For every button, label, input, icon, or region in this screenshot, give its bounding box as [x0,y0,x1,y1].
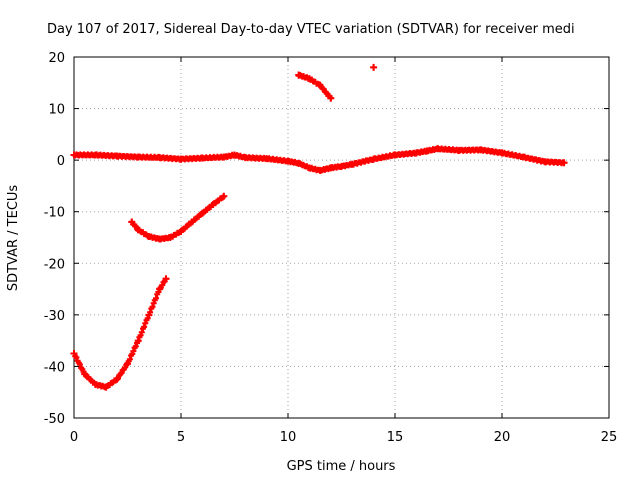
x-axis-label: GPS time / hours [287,459,396,474]
data-point [145,311,153,319]
data-point [305,75,313,83]
series-arc-lower [70,275,170,391]
data-markers [128,193,227,243]
data-point [70,151,78,159]
data-point [162,275,170,283]
chart-title: Day 107 of 2017, Sidereal Day-to-day VTE… [47,22,575,37]
data-point [241,154,249,162]
y-tick-label: -30 [44,309,65,324]
x-tick-label: 5 [177,430,185,445]
y-tick-label: -50 [44,412,65,427]
data-point [188,218,196,226]
plot-area-frame [73,56,610,419]
data-point [477,146,485,154]
data-point [156,235,164,243]
data-point [519,153,527,161]
y-tick-label: -40 [44,360,65,375]
data-point [91,380,99,388]
data-point [348,160,356,168]
data-point [198,154,206,162]
data-point [423,147,431,155]
data-point [198,209,206,217]
data-point [102,383,110,391]
y-tick-label: -10 [44,206,65,221]
data-point [145,232,153,240]
data-point [327,94,335,102]
data-point [177,155,185,163]
data-point [560,159,568,167]
data-point [295,159,303,167]
data-point [370,155,378,163]
y-tick-label: 20 [48,51,65,66]
data-point [220,192,228,200]
y-tick-label: 0 [57,154,65,169]
y-tick-label: 10 [48,103,65,118]
y-axis-label: SDTVAR / TECUs [6,185,21,292]
series-main-trace [70,145,568,174]
data-point [327,164,335,172]
x-tick-label: 15 [387,430,404,445]
data-point [338,162,345,170]
data-points [70,63,568,391]
data-point [370,63,378,71]
data-point [209,200,217,208]
data-point [156,285,164,293]
data-point [305,164,313,172]
data-point [498,149,506,157]
data-point [91,151,99,159]
data-point [70,350,78,358]
x-tick-label: 20 [494,430,511,445]
data-point [284,157,292,165]
data-markers [71,145,568,174]
data-point [541,158,549,166]
axis-ticks: 0 5 10 15 20 25 -50 -40 -30 -20 -10 0 10 20 [44,51,618,445]
data-point [81,370,89,378]
data-point [412,149,420,157]
x-tick-label: 10 [280,430,297,445]
data-point [177,227,185,235]
data-point [295,71,303,79]
series-arc-upper [295,71,335,102]
x-tick-label: 25 [601,430,618,445]
data-point [391,151,399,159]
grid-lines [74,57,609,418]
y-tick-label: -20 [44,257,65,272]
data-point [434,145,442,153]
x-tick-label: 0 [70,430,78,445]
data-markers [295,72,334,102]
data-point [220,153,228,161]
data-point [128,218,136,226]
series-isolated-point [370,63,378,71]
data-point [124,360,131,368]
data-point [134,153,142,161]
data-point [231,151,238,159]
data-point [113,152,121,160]
data-point [166,234,174,241]
data-point [156,154,164,162]
data-point [134,226,142,234]
series-arc-middle [128,192,228,243]
data-point [134,337,142,345]
data-point [316,81,324,89]
data-point [316,166,324,174]
data-point [455,146,463,154]
data-point [113,375,121,383]
data-point [263,155,271,163]
